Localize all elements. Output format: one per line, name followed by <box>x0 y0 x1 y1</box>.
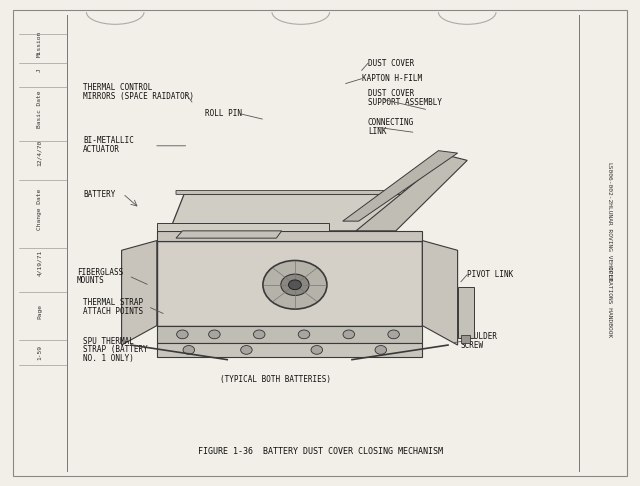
Text: LS006-002-2H: LS006-002-2H <box>607 162 612 207</box>
Text: 1-59: 1-59 <box>37 345 42 360</box>
Text: LINK: LINK <box>368 127 387 136</box>
Text: Change Date: Change Date <box>37 189 42 229</box>
Bar <box>157 343 422 357</box>
Text: KAPTON H-FILM: KAPTON H-FILM <box>362 74 422 83</box>
Text: THERMAL STRAP: THERMAL STRAP <box>83 298 143 307</box>
Text: PIVOT LINK: PIVOT LINK <box>467 270 513 279</box>
Text: DUST COVER: DUST COVER <box>368 89 414 98</box>
Text: 4/19/71: 4/19/71 <box>37 249 42 276</box>
Polygon shape <box>356 156 467 231</box>
Bar <box>157 231 422 241</box>
Text: (TYPICAL BOTH BATTERIES): (TYPICAL BOTH BATTERIES) <box>220 375 331 383</box>
Circle shape <box>388 330 399 339</box>
Text: J: J <box>37 69 42 72</box>
Circle shape <box>281 274 309 295</box>
Text: CONNECTING: CONNECTING <box>368 118 414 127</box>
Circle shape <box>241 346 252 354</box>
Text: NO. 1 ONLY): NO. 1 ONLY) <box>83 354 134 363</box>
Text: ROLL PIN: ROLL PIN <box>205 109 242 118</box>
Text: 12/4/70: 12/4/70 <box>37 140 42 166</box>
Text: THERMAL CONTROL: THERMAL CONTROL <box>83 83 152 92</box>
Text: SUPPORT ASSEMBLY: SUPPORT ASSEMBLY <box>368 98 442 106</box>
Text: BI-METALLIC: BI-METALLIC <box>83 137 134 145</box>
Circle shape <box>253 330 265 339</box>
Text: DUST COVER: DUST COVER <box>368 59 414 68</box>
Text: Basic Date: Basic Date <box>37 90 42 128</box>
Polygon shape <box>176 191 422 194</box>
Circle shape <box>177 330 188 339</box>
Text: Page: Page <box>37 304 42 318</box>
Circle shape <box>343 330 355 339</box>
Text: FIBERGLASS: FIBERGLASS <box>77 268 123 277</box>
Circle shape <box>263 260 327 309</box>
Polygon shape <box>422 241 458 345</box>
Polygon shape <box>170 194 419 231</box>
Circle shape <box>311 346 323 354</box>
Text: OPERATIONS HANDBOOK: OPERATIONS HANDBOOK <box>607 266 612 337</box>
Circle shape <box>183 346 195 354</box>
Text: SHOULDER: SHOULDER <box>461 332 498 341</box>
Text: SPU THERMAL: SPU THERMAL <box>83 337 134 346</box>
Text: MOUNTS: MOUNTS <box>77 277 104 285</box>
Bar <box>157 241 422 326</box>
Text: LUNAR ROVING VEHICLE: LUNAR ROVING VEHICLE <box>607 206 612 280</box>
Text: SCREW: SCREW <box>461 341 484 349</box>
Bar <box>157 223 330 231</box>
Polygon shape <box>343 151 458 221</box>
Bar <box>461 335 470 343</box>
Circle shape <box>375 346 387 354</box>
Text: MIRRORS (SPACE RAIDATOR): MIRRORS (SPACE RAIDATOR) <box>83 92 194 101</box>
Text: ATTACH POINTS: ATTACH POINTS <box>83 307 143 315</box>
Text: STRAP (BATTERY: STRAP (BATTERY <box>83 346 148 354</box>
Circle shape <box>298 330 310 339</box>
Bar <box>157 326 422 343</box>
Text: BATTERY: BATTERY <box>83 190 116 199</box>
Circle shape <box>289 280 301 290</box>
Text: Mission: Mission <box>37 31 42 57</box>
Text: ACTUATOR: ACTUATOR <box>83 145 120 154</box>
Bar <box>458 287 474 338</box>
Circle shape <box>209 330 220 339</box>
Polygon shape <box>122 241 157 345</box>
Polygon shape <box>176 231 282 238</box>
Text: FIGURE 1-36  BATTERY DUST COVER CLOSING MECHANISM: FIGURE 1-36 BATTERY DUST COVER CLOSING M… <box>198 448 442 456</box>
